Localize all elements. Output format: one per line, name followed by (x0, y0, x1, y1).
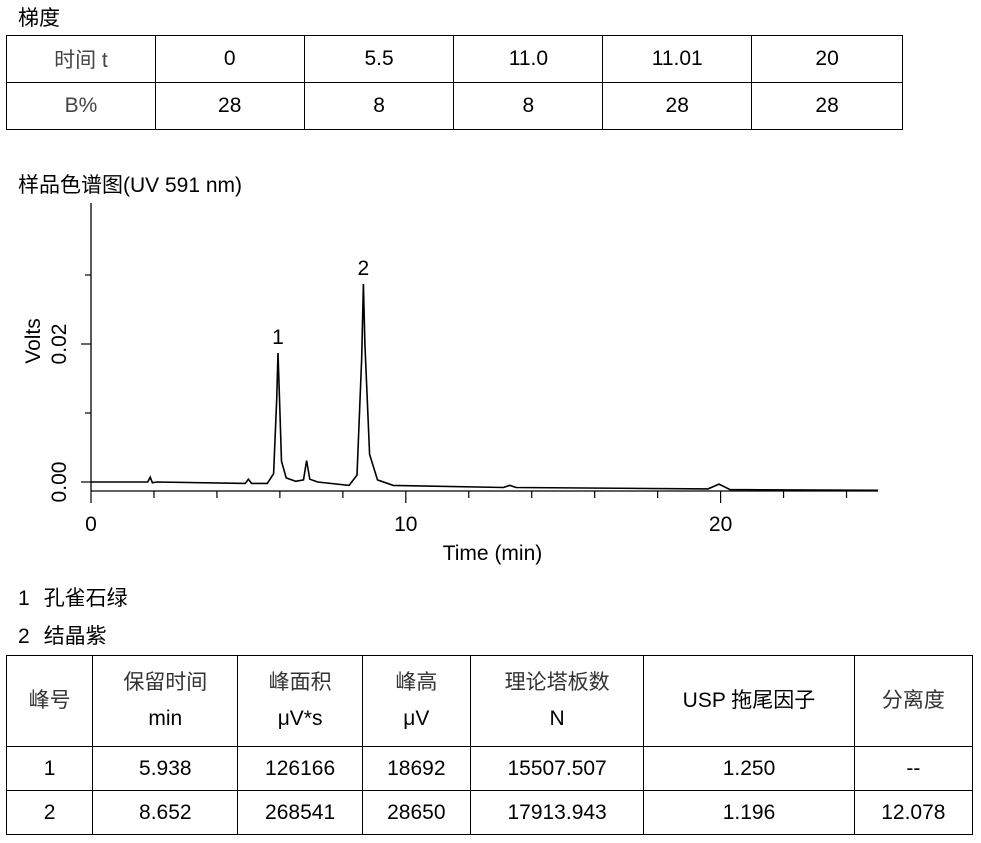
header-line-2: min (148, 707, 183, 730)
legend-compound: 结晶紫 (43, 625, 107, 648)
header-line-1: 峰高 (395, 671, 438, 694)
table-row: 1 5.938 126166 18692 15507.507 1.250 -- (5, 746, 974, 791)
header-cell: 峰号 (5, 655, 94, 747)
time-cell: 20 (751, 35, 903, 83)
cell-peak-area: 126166 (237, 746, 363, 791)
b-cell: 28 (154, 82, 305, 130)
gradient-title: 梯度 (18, 7, 60, 30)
cell-retention-time: 8.652 (92, 790, 239, 835)
b-cell: 8 (453, 82, 604, 130)
y-tick-label: 0.02 (48, 324, 71, 365)
header-cell: 保留时间 min (92, 655, 239, 747)
header-cell: 理论塔板数 N (469, 655, 645, 747)
legend-item: 2 结晶紫 (18, 620, 121, 650)
cell-peak-number: 2 (5, 790, 94, 835)
chromatogram-title: 样品色谱图(UV 591 nm) (18, 174, 243, 197)
header-cell: USP 拖尾因子 (643, 655, 855, 747)
header-line-1: 保留时间 (123, 671, 208, 694)
chart-axes: 0 10 20 0.00 0.02 (48, 203, 878, 536)
header-cell: 峰面积 μV*s (237, 655, 363, 747)
legend-number: 2 (18, 625, 30, 648)
time-cell: 0 (154, 35, 305, 83)
x-axis-label: Time (min) (443, 542, 543, 565)
cell-plates: 15507.507 (469, 746, 645, 791)
table-row: 2 8.652 268541 28650 17913.943 1.196 12.… (5, 790, 974, 835)
cell-resolution: -- (853, 746, 974, 791)
cell-peak-area: 268541 (237, 790, 363, 835)
results-header-row: 峰号 保留时间 min 峰面积 μV*s 峰高 μV 理论塔板数 N USP 拖尾因子 … (5, 655, 974, 747)
gradient-b-row: B% 28 8 8 28 28 (6, 82, 903, 130)
legend-compound: 孔雀石绿 (43, 587, 128, 610)
header-line-1: 峰号 (28, 689, 71, 712)
cell-retention-time: 5.938 (92, 746, 239, 791)
x-tick-label: 10 (394, 513, 417, 536)
header-line-1: USP 拖尾因子 (682, 689, 816, 712)
x-tick-label: 20 (709, 513, 732, 536)
time-row-label: 时间 t (6, 35, 156, 83)
legend-item: 1 孔雀石绿 (18, 582, 142, 612)
y-tick-label: 0.00 (48, 462, 71, 503)
cell-resolution: 12.078 (853, 790, 974, 835)
time-cell: 11.0 (453, 35, 604, 83)
cell-plates: 17913.943 (469, 790, 645, 835)
gradient-table: 时间 t 0 5.5 11.0 11.01 20 B% 28 8 8 28 28 (6, 35, 903, 130)
gradient-time-row: 时间 t 0 5.5 11.0 11.01 20 (6, 35, 903, 83)
b-cell: 28 (751, 82, 903, 130)
header-line-2: μV*s (277, 707, 323, 730)
header-line-1: 分离度 (881, 689, 945, 712)
chromatogram-trace (91, 283, 879, 492)
header-cell: 峰高 μV (361, 655, 471, 747)
peak-label: 1 (272, 326, 284, 349)
b-cell: 8 (303, 82, 455, 130)
peak-label: 2 (358, 257, 370, 280)
x-tick-label: 0 (85, 513, 97, 536)
legend-number: 1 (18, 587, 30, 610)
header-line-2: μV (403, 707, 430, 730)
peak-labels: 12 (272, 257, 369, 349)
header-line-1: 峰面积 (268, 671, 332, 694)
cell-tailing: 1.250 (643, 746, 855, 791)
cell-peak-height: 28650 (361, 790, 471, 835)
cell-peak-height: 18692 (361, 746, 471, 791)
time-cell: 11.01 (602, 35, 753, 83)
y-axis-label: Volts (22, 318, 45, 364)
header-cell: 分离度 (853, 655, 974, 747)
b-row-label: B% (6, 82, 156, 130)
header-line-1: 理论塔板数 (504, 671, 610, 694)
header-line-2: N (549, 707, 565, 730)
chromatogram-chart: 0 10 200.000.02 12 Time (min) Volts (22, 203, 879, 565)
results-table: 峰号 保留时间 min 峰面积 μV*s 峰高 μV 理论塔板数 N USP 拖尾因子 … (5, 655, 974, 835)
cell-tailing: 1.196 (643, 790, 855, 835)
cell-peak-number: 1 (5, 746, 94, 791)
b-cell: 28 (602, 82, 753, 130)
time-cell: 5.5 (303, 35, 455, 83)
